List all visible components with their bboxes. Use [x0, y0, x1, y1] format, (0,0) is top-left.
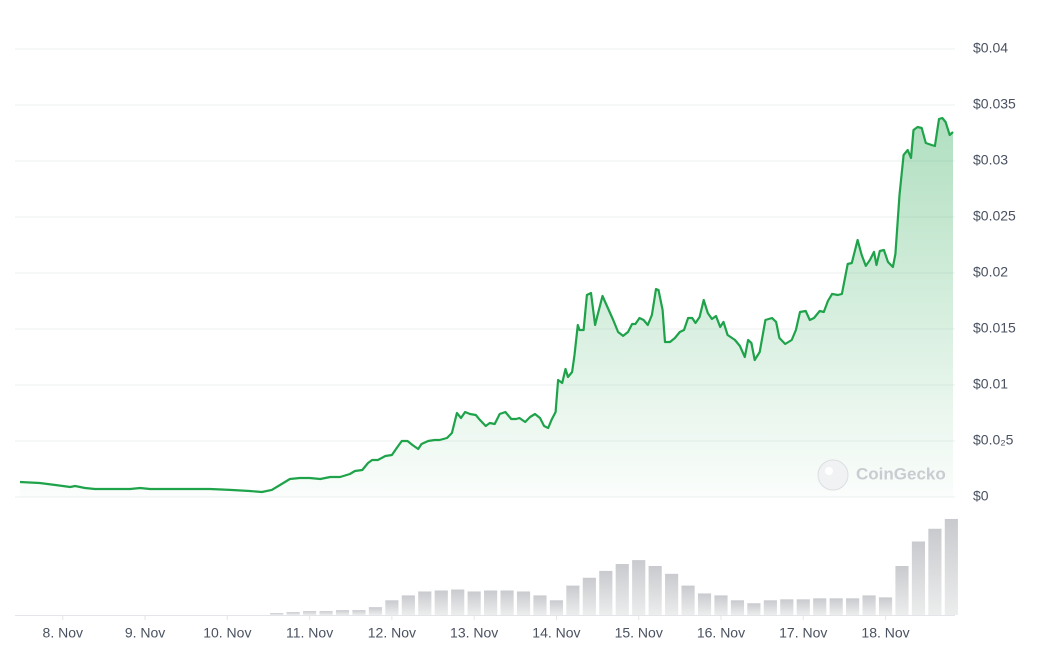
- labels: $0 $0.0₂5 $0.01 $0.015 $0.02 $0.025 $0.03 $0.03…: [43, 40, 1016, 641]
- x-tick-label: 12. Nov: [368, 625, 416, 641]
- volume-bar: [335, 610, 350, 615]
- volume-bar: [467, 591, 481, 615]
- volume-bar: [599, 570, 613, 615]
- volume-bar: [385, 600, 399, 615]
- volume-bar: [747, 603, 761, 615]
- volume-bar: [796, 599, 810, 615]
- volume-bar: [500, 590, 514, 615]
- volume-bar: [665, 573, 679, 615]
- volume-bar: [418, 591, 432, 615]
- volume-bar: [895, 566, 909, 615]
- y-tick-label: $0.035: [973, 96, 1016, 112]
- volume-bar: [615, 564, 629, 615]
- volume-bar: [451, 589, 465, 615]
- volume-bar: [434, 590, 448, 615]
- y-tick-label: $0.04: [973, 40, 1008, 56]
- x-tick-label: 9. Nov: [125, 625, 165, 641]
- x-tick-label: 11. Nov: [286, 625, 333, 641]
- volume-bar: [944, 518, 958, 615]
- volume-bar: [368, 607, 383, 615]
- volume-bar: [846, 598, 860, 615]
- volume-bar: [928, 528, 942, 615]
- x-tick-label: 8. Nov: [43, 625, 83, 641]
- volume-bar: [533, 595, 547, 615]
- volume-bar: [780, 599, 794, 615]
- x-tick-label: 16. Nov: [697, 625, 745, 641]
- y-tick-label: $0.015: [973, 320, 1016, 336]
- price-area: [20, 118, 953, 497]
- x-tick-label: 18. Nov: [861, 625, 909, 641]
- y-tick-label: $0.01: [973, 376, 1008, 392]
- volume-bars: [270, 518, 958, 615]
- y-tick-label: $0.03: [973, 152, 1008, 168]
- x-tick-label: 13. Nov: [450, 625, 498, 641]
- x-tick-label: 15. Nov: [615, 625, 663, 641]
- volume-bar: [352, 610, 366, 615]
- volume-bar: [697, 593, 712, 615]
- volume-bar: [270, 613, 284, 615]
- y-tick-label: $0.025: [973, 208, 1016, 224]
- y-tick-label: $0.02: [973, 264, 1008, 280]
- volume-bar: [582, 577, 596, 615]
- volume-bar: [829, 598, 843, 615]
- volume-bar: [566, 585, 580, 615]
- volume-bar: [401, 595, 415, 615]
- volume-bar: [286, 612, 300, 615]
- x-tick-label: 14. Nov: [532, 625, 580, 641]
- price-line: [19, 116, 954, 494]
- volume-bar: [681, 585, 695, 615]
- volume-bar: [648, 566, 662, 615]
- volume-bar: [911, 541, 926, 615]
- volume-bar: [303, 611, 317, 615]
- volume-bar: [516, 591, 531, 615]
- volume-bar: [549, 600, 564, 615]
- volume-bar: [714, 595, 728, 615]
- volume-bar: [862, 595, 876, 615]
- volume-bar: [730, 600, 745, 615]
- watermark-text: CoinGecko: [856, 464, 946, 483]
- watermark-logo: [817, 459, 849, 491]
- x-tick-label: 10. Nov: [203, 625, 251, 641]
- watermark: CoinGecko: [817, 459, 946, 491]
- volume-bar: [813, 598, 827, 615]
- volume-bar: [484, 590, 498, 615]
- volume-bar: [319, 611, 333, 615]
- watermark-logo-eye: [825, 467, 833, 475]
- x-tick-label: 17. Nov: [779, 625, 827, 641]
- volume-bar: [763, 600, 777, 615]
- volume-bar: [878, 597, 893, 615]
- volume-bar: [632, 560, 646, 615]
- plot: [19, 116, 954, 497]
- y-tick-label: $0: [973, 488, 989, 504]
- y-tick-label: $0.0₂5: [973, 432, 1014, 448]
- grid: [15, 48, 955, 616]
